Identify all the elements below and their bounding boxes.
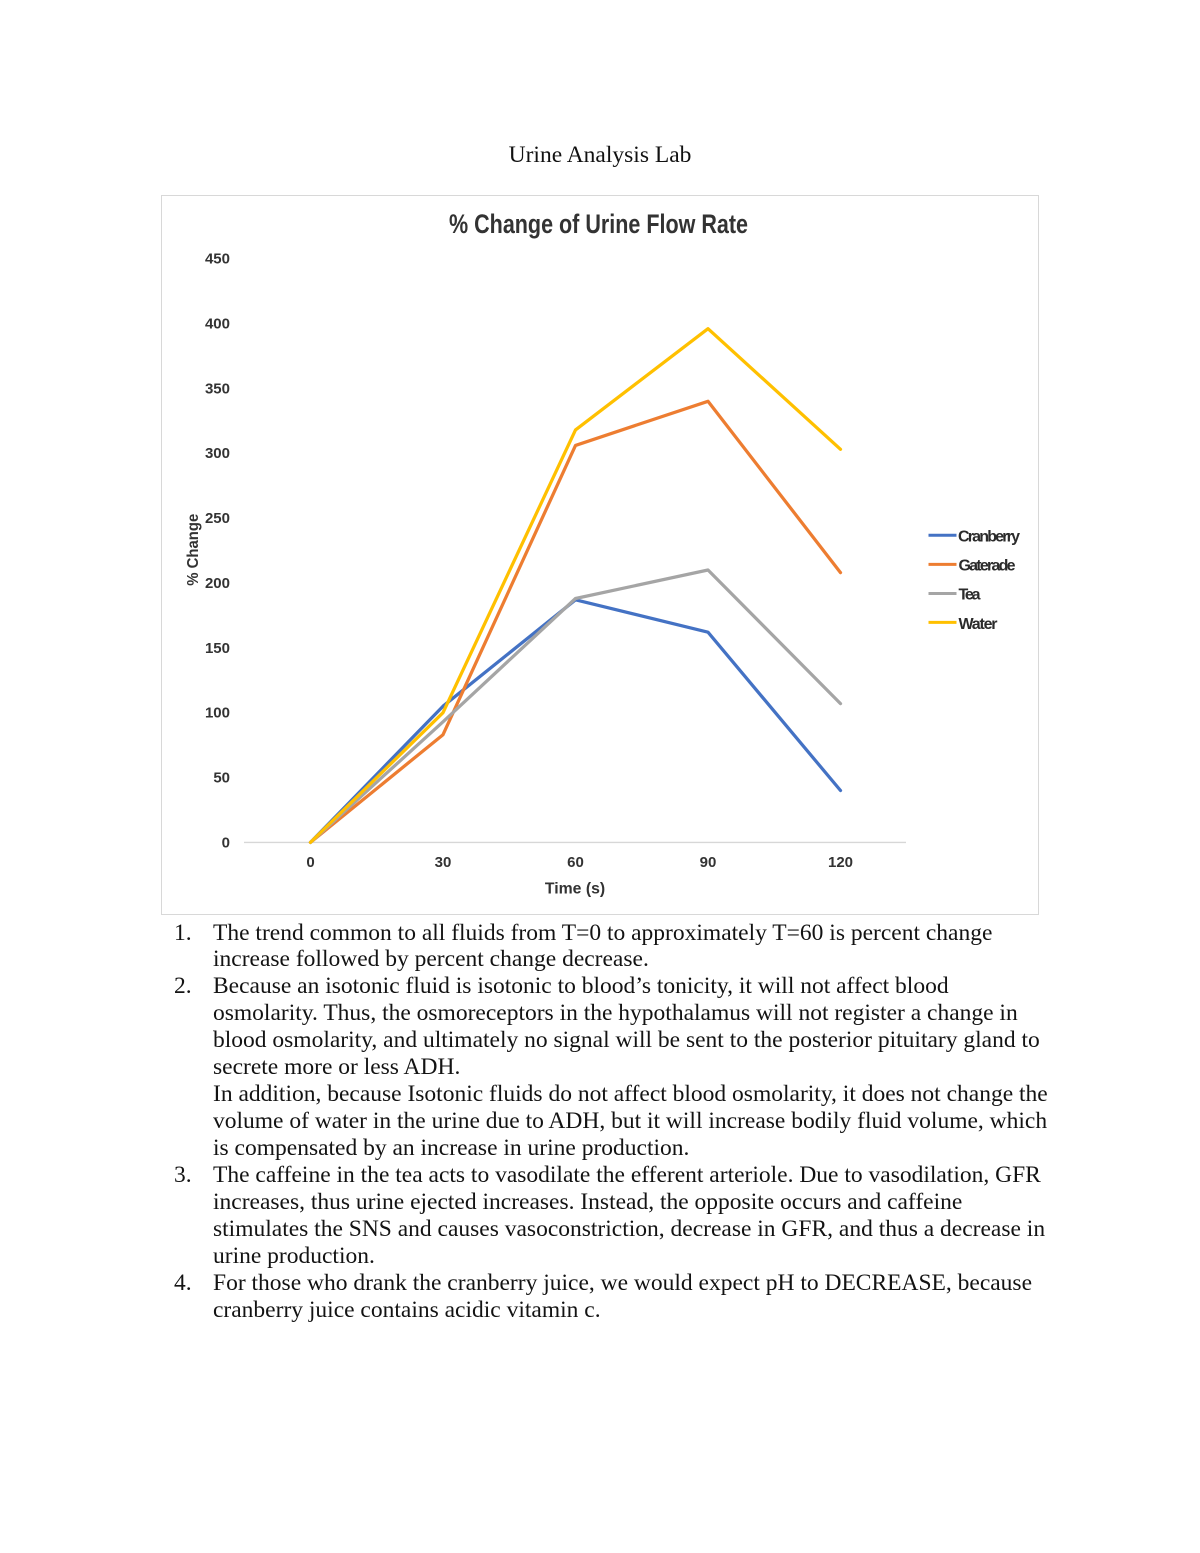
svg-text:0: 0: [306, 854, 314, 871]
svg-text:Cranberry: Cranberry: [958, 529, 1020, 546]
svg-text:250: 250: [205, 510, 230, 527]
svg-text:Gaterade: Gaterade: [959, 558, 1016, 575]
svg-text:Time (s): Time (s): [545, 880, 605, 897]
svg-text:Water: Water: [959, 616, 998, 633]
svg-text:100: 100: [205, 705, 230, 722]
svg-text:Tea: Tea: [959, 587, 981, 604]
svg-text:0: 0: [222, 834, 230, 851]
svg-text:450: 450: [205, 251, 230, 268]
svg-text:200: 200: [205, 575, 230, 592]
svg-text:350: 350: [205, 380, 230, 397]
svg-text:% Change of Urine Flow Rate: % Change of Urine Flow Rate: [449, 209, 748, 239]
svg-text:300: 300: [205, 445, 230, 462]
svg-text:50: 50: [213, 770, 230, 787]
svg-text:120: 120: [828, 854, 853, 871]
svg-text:90: 90: [700, 854, 717, 871]
svg-text:400: 400: [205, 316, 230, 333]
svg-text:% Change: % Change: [185, 514, 202, 586]
svg-text:30: 30: [435, 854, 452, 871]
svg-text:60: 60: [567, 854, 584, 871]
svg-text:150: 150: [205, 640, 230, 657]
